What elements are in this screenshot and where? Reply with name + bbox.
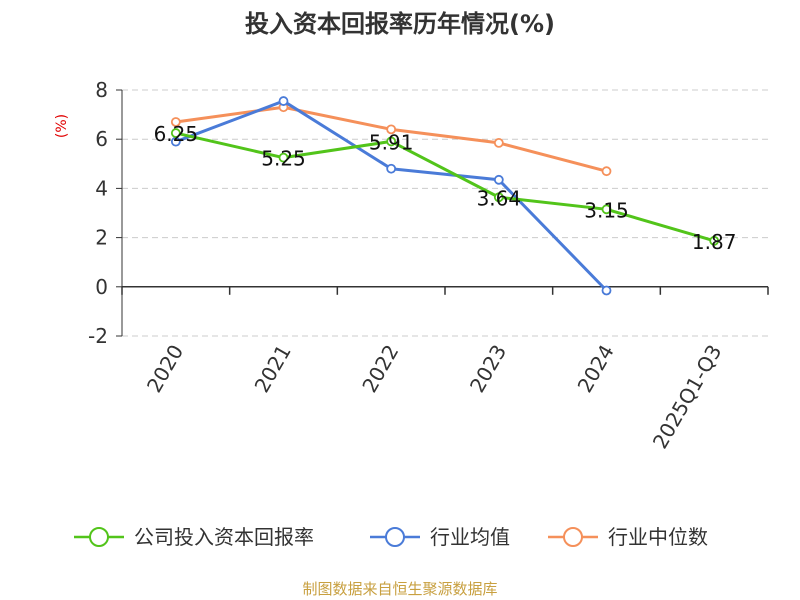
series-point-2[interactable] bbox=[170, 117, 181, 127]
series-point-0[interactable] bbox=[278, 152, 289, 163]
y-tick-label: 6 bbox=[95, 127, 108, 151]
gridlines bbox=[122, 89, 768, 337]
series-point-0[interactable] bbox=[493, 192, 504, 203]
series-point-2[interactable] bbox=[601, 166, 612, 177]
series-line-0 bbox=[175, 131, 715, 243]
x-tick-label: 2022 bbox=[357, 341, 403, 397]
x-tick-label: 2025Q1-Q3 bbox=[648, 341, 727, 453]
y-tick-label: 8 bbox=[95, 78, 108, 102]
series-point-0[interactable] bbox=[709, 235, 720, 246]
chart-title: 投入资本回报率历年情况(%) bbox=[245, 10, 555, 38]
series-layer bbox=[170, 96, 720, 296]
legend-label[interactable]: 公司投入资本回报率 bbox=[134, 525, 314, 549]
data-label: 3.64 bbox=[477, 186, 522, 210]
y-tick-label: 4 bbox=[95, 176, 108, 200]
series-point-1[interactable] bbox=[493, 174, 504, 185]
data-labels: 6.25 5.25 5.91 3.64 3.15 1.87 bbox=[154, 122, 737, 254]
legend-label[interactable]: 行业中位数 bbox=[608, 525, 708, 549]
y-axis-unit: (%) bbox=[54, 114, 70, 138]
x-tick-label: 2020 bbox=[142, 341, 188, 397]
y-tick-label: 0 bbox=[95, 275, 108, 299]
data-label: 3.15 bbox=[584, 198, 629, 222]
series-point-2[interactable] bbox=[493, 137, 504, 148]
y-tick-label: 2 bbox=[95, 226, 108, 250]
y-tick-label: -2 bbox=[88, 324, 108, 348]
data-label: 5.91 bbox=[369, 130, 414, 154]
series-point-0[interactable] bbox=[601, 204, 612, 215]
source-note: 制图数据来自恒生聚源数据库 bbox=[302, 580, 497, 598]
data-label: 6.25 bbox=[154, 122, 199, 146]
x-tick-label: 2024 bbox=[573, 341, 619, 397]
series-point-0[interactable] bbox=[386, 136, 397, 147]
series-point-1[interactable] bbox=[278, 96, 289, 106]
legend-swatch-marker bbox=[563, 527, 583, 547]
data-label: 1.87 bbox=[692, 230, 737, 254]
legend-swatch-marker bbox=[89, 527, 109, 547]
series-point-2[interactable] bbox=[386, 124, 397, 135]
legend-swatch-marker bbox=[385, 527, 405, 547]
series-point-1[interactable] bbox=[601, 285, 612, 296]
series-point-1[interactable] bbox=[386, 163, 397, 174]
legend[interactable]: 公司投入资本回报率 行业均值 行业中位数 bbox=[74, 525, 708, 549]
series-point-0[interactable] bbox=[170, 128, 181, 138]
x-tick-label: 2023 bbox=[465, 341, 511, 397]
data-label: 5.25 bbox=[261, 147, 306, 171]
x-tick-label: 2021 bbox=[250, 341, 296, 397]
legend-label[interactable]: 行业均值 bbox=[430, 525, 510, 549]
